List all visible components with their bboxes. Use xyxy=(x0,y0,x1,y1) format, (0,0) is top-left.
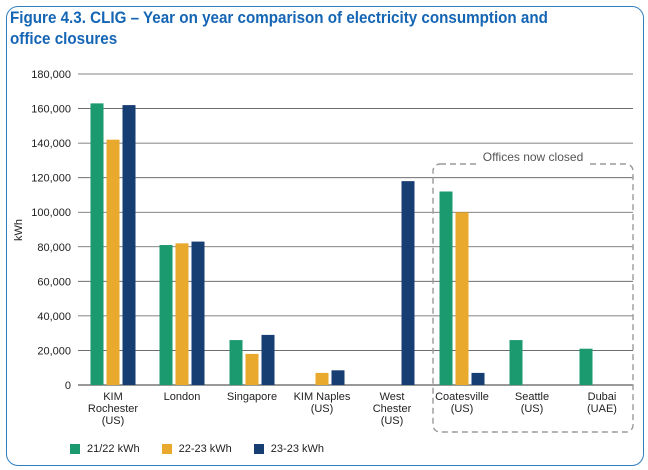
x-tick-label: West xyxy=(380,391,405,403)
bar-22-23-kwh xyxy=(455,212,469,385)
legend-swatch xyxy=(70,444,80,454)
y-axis-label: kWh xyxy=(13,219,25,241)
legend-label: 22-23 kWh xyxy=(178,443,232,455)
bar-21-22-kwh xyxy=(159,245,173,385)
x-tick-label: KIM xyxy=(103,391,123,403)
closed-offices-label: Offices now closed xyxy=(483,150,584,164)
x-tick-label: (US) xyxy=(311,403,334,415)
bar-22-23-kwh xyxy=(106,139,120,385)
bar-23-23-kwh xyxy=(261,334,275,385)
legend-swatch xyxy=(161,444,172,454)
y-tick-label: 80,000 xyxy=(37,242,71,254)
x-tick-label: Rochester xyxy=(88,403,138,415)
y-tick-label: 120,000 xyxy=(31,173,71,185)
bar-21-22-kwh xyxy=(439,191,453,385)
x-tick-label: Dubai xyxy=(588,391,617,403)
y-tick-label: 100,000 xyxy=(31,207,71,219)
bar-21-22-kwh xyxy=(90,103,104,385)
chart-legend: 21/22 kWh 22-23 kWh 23-23 kWh xyxy=(70,440,324,458)
x-tick-label: (UAE) xyxy=(587,403,617,415)
bar-22-23-kwh xyxy=(175,243,189,385)
bar-22-23-kwh xyxy=(245,353,259,385)
bar-23-23-kwh xyxy=(191,241,205,385)
y-tick-label: 140,000 xyxy=(31,138,71,150)
x-tick-label: Chester xyxy=(373,403,412,415)
legend-label: 21/22 kWh xyxy=(87,443,140,455)
legend-swatch xyxy=(253,444,264,454)
x-tick-label: (US) xyxy=(521,403,544,415)
y-tick-label: 180,000 xyxy=(31,69,71,81)
legend-label: 23-23 kWh xyxy=(270,443,324,455)
y-tick-label: 20,000 xyxy=(37,345,71,357)
x-tick-label: (US) xyxy=(381,415,404,427)
x-tick-label: KIM Naples xyxy=(294,391,351,403)
legend-item: 22-23 kWh xyxy=(161,443,232,455)
legend-item: 23-23 kWh xyxy=(253,443,324,455)
x-tick-label: Seattle xyxy=(515,391,549,403)
figure-title: Figure 4.3. CLIG – Year on year comparis… xyxy=(10,9,548,48)
y-tick-label: 0 xyxy=(65,380,71,392)
bar-23-23-kwh xyxy=(401,181,415,385)
x-tick-label: (US) xyxy=(102,415,125,427)
closed-offices-label-bg xyxy=(476,148,590,166)
bar-21-22-kwh xyxy=(229,340,243,385)
x-tick-label: Singapore xyxy=(227,391,277,403)
x-tick-label: (US) xyxy=(451,403,474,415)
y-tick-label: 160,000 xyxy=(31,104,71,116)
bar-23-23-kwh xyxy=(471,372,485,385)
x-tick-label: Coatesville xyxy=(435,391,489,403)
x-tick-label: London xyxy=(164,391,201,403)
bar-23-23-kwh xyxy=(122,105,136,385)
y-tick-label: 40,000 xyxy=(37,311,71,323)
bar-21-22-kwh xyxy=(579,348,593,385)
legend-item: 21/22 kWh xyxy=(70,443,140,455)
bar-22-23-kwh xyxy=(315,372,329,385)
bar-23-23-kwh xyxy=(331,370,345,385)
y-tick-label: 60,000 xyxy=(37,276,71,288)
bar-21-22-kwh xyxy=(509,340,523,385)
